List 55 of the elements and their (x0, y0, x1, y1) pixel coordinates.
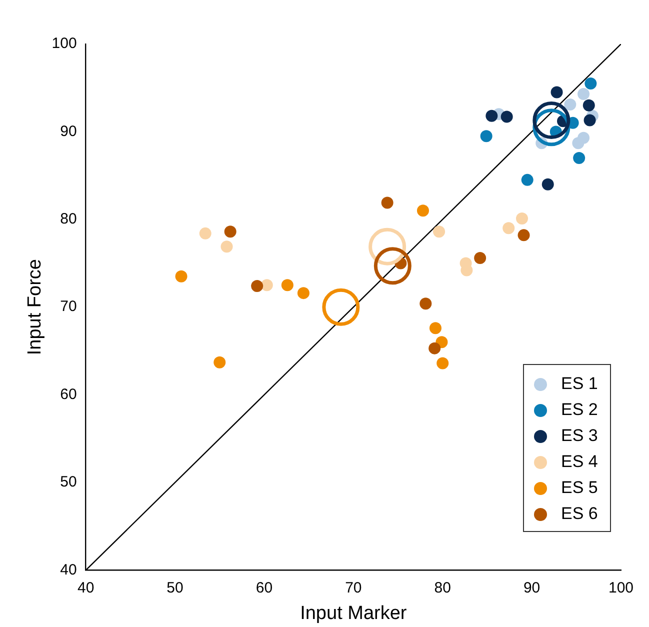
x-tick-label: 100 (608, 579, 634, 596)
point (416, 204, 429, 217)
point (573, 152, 586, 164)
x-tick-label: 80 (434, 579, 451, 596)
y-tick-label: 70 (60, 298, 77, 316)
point (502, 222, 515, 234)
point (500, 110, 513, 123)
point (175, 270, 188, 282)
point (582, 99, 595, 112)
y-axis-title: Input Force (24, 259, 46, 356)
y-tick-label: 40 (60, 561, 77, 578)
point (578, 88, 590, 100)
legend-label: ES 5 (561, 478, 598, 498)
point (224, 226, 236, 238)
x-tick-label: 60 (256, 579, 273, 596)
y-tick-label: 60 (60, 386, 77, 403)
point (584, 114, 596, 126)
point (428, 342, 441, 354)
point (214, 356, 226, 368)
point (199, 227, 212, 240)
legend-label: ES 2 (561, 400, 598, 420)
point (381, 196, 394, 209)
x-tick-label: 70 (345, 579, 362, 596)
x-tick-label: 50 (166, 579, 184, 596)
point (518, 229, 530, 242)
legend-label: ES 4 (561, 452, 598, 472)
point (436, 357, 449, 370)
y-tick-label: 50 (60, 474, 77, 491)
point (486, 110, 498, 122)
point (474, 252, 486, 264)
point (584, 77, 597, 90)
y-tick-label: 90 (60, 122, 77, 140)
point (550, 86, 563, 98)
y-tick-label: 80 (60, 210, 77, 228)
point (297, 287, 310, 300)
point (521, 174, 534, 186)
point (251, 280, 264, 292)
point (564, 98, 576, 111)
point (220, 240, 233, 253)
point (542, 178, 554, 190)
legend-label: ES 3 (561, 426, 598, 446)
y-tick-label: 100 (52, 35, 77, 52)
x-axis-title: Input Marker (300, 602, 408, 624)
point (480, 130, 492, 142)
legend-label: ES 6 (561, 504, 598, 524)
point (572, 137, 584, 150)
point (433, 226, 446, 238)
point (429, 322, 442, 334)
point (516, 212, 528, 225)
point (281, 279, 294, 292)
point (420, 298, 432, 310)
x-tick-label: 40 (77, 579, 94, 596)
point (260, 279, 273, 292)
legend-label: ES 1 (561, 374, 598, 394)
x-tick-label: 90 (523, 579, 540, 596)
